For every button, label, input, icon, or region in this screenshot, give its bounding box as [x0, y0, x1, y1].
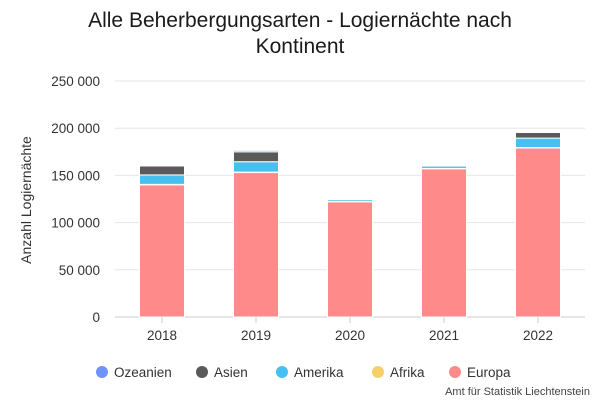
legend: Ozeanien Asien Amerika Afrika Europa [96, 365, 511, 380]
y-axis-ticks: 0 50 000 100 000 150 000 200 000 250 000 [51, 74, 100, 325]
x-tick-label: 2022 [523, 328, 553, 343]
legend-item-amerika[interactable]: Amerika [276, 365, 344, 380]
y-tick-label: 50 000 [59, 263, 100, 278]
y-tick-label: 100 000 [51, 216, 100, 231]
legend-label: Afrika [390, 365, 425, 380]
y-tick-label: 250 000 [51, 74, 100, 89]
bar-segment-amerika-2018 [139, 174, 185, 185]
legend-swatch [449, 366, 461, 378]
x-tick-label: 2021 [429, 328, 459, 343]
bar-segment-asien-2022 [515, 131, 561, 139]
y-tick-label: 0 [92, 310, 100, 325]
legend-swatch [276, 366, 288, 378]
legend-label: Asien [214, 365, 248, 380]
bar-segment-amerika-2019 [233, 161, 279, 173]
bar-segment-asien-2018 [139, 165, 185, 176]
y-axis-label: Anzahl Logiernächte [18, 136, 34, 264]
bar-segment-europa-2020 [327, 201, 373, 318]
x-tick-label: 2018 [147, 328, 177, 343]
y-tick-label: 200 000 [51, 121, 100, 136]
bars [139, 131, 561, 318]
chart-title-line-2: Kontinent [256, 35, 345, 58]
bar-segment-asien-2019 [233, 151, 279, 163]
legend-item-afrika[interactable]: Afrika [372, 365, 425, 380]
bar-segment-amerika-2022 [515, 137, 561, 149]
legend-swatch [96, 366, 108, 378]
bar-segment-europa-2019 [233, 172, 279, 318]
bar-segment-ozeanien-2019 [233, 149, 279, 153]
x-axis-ticks: 2018 2019 2020 2021 2022 [147, 317, 553, 343]
legend-item-ozeanien[interactable]: Ozeanien [96, 365, 172, 380]
legend-item-europa[interactable]: Europa [449, 365, 511, 380]
x-tick-label: 2020 [335, 328, 365, 343]
bar-segment-europa-2018 [139, 184, 185, 318]
legend-swatch [372, 366, 384, 378]
x-tick-label: 2019 [241, 328, 271, 343]
legend-label: Amerika [294, 365, 344, 380]
bar-segment-europa-2021 [421, 168, 467, 318]
credit-text: Amt für Statistik Liechtenstein [445, 386, 590, 398]
legend-item-asien[interactable]: Asien [196, 365, 248, 380]
chart-title-line-1: Alle Beherbergungsarten - Logiernächte n… [88, 9, 512, 32]
legend-swatch [196, 366, 208, 378]
legend-label: Ozeanien [114, 365, 172, 380]
legend-label: Europa [467, 365, 511, 380]
y-tick-label: 150 000 [51, 168, 100, 183]
bar-segment-europa-2022 [515, 147, 561, 318]
